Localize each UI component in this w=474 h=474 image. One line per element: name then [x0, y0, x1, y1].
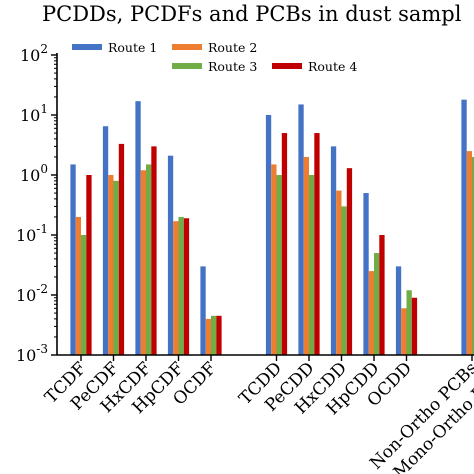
y-tick-label: 101	[20, 102, 48, 125]
bar-hxcdd-series-2	[336, 190, 342, 355]
legend-label: Route 1	[108, 40, 157, 55]
bar-tcdd-series-4	[281, 133, 288, 355]
bar-hxcdf-series-3	[146, 164, 152, 355]
legend-label: Route 4	[308, 59, 357, 74]
y-tick-label: 10-2	[16, 282, 48, 305]
legend-swatch	[172, 44, 202, 50]
bar-hpcdd-series-2	[368, 271, 374, 355]
legend-swatch	[72, 44, 102, 50]
y-tick-label: 100	[20, 162, 48, 185]
bar-ocdd-series-3	[406, 290, 412, 355]
bar-pecdf-series-1	[102, 126, 109, 355]
bar-tcdd-series-2	[271, 164, 277, 355]
bar-hxcdd-series-3	[341, 206, 347, 355]
legend-swatch	[172, 63, 202, 69]
legend-label: Route 2	[208, 40, 257, 55]
bar-tcdf-series-3	[81, 235, 87, 355]
chart-title: PCDDs, PCDFs and PCBs in dust sampl	[42, 2, 462, 26]
bar-non-ortho-pcbs-series-3	[472, 156, 474, 355]
bar-tcdd-series-1	[265, 115, 272, 355]
bar-hpcdf-series-1	[167, 155, 174, 355]
bar-hxcdf-series-1	[135, 101, 141, 355]
bar-pecdd-series-2	[303, 156, 309, 355]
bar-ocdd-series-2	[401, 308, 407, 355]
bar-hxcdf-series-2	[140, 170, 146, 355]
bar-ocdd-series-1	[395, 266, 402, 355]
bar-tcdf-series-2	[75, 216, 81, 355]
bar-pecdf-series-3	[113, 180, 119, 355]
y-tick-label: 102	[20, 42, 48, 65]
bar-pecdf-series-2	[108, 175, 114, 355]
legend: Route 1 Route 2 Route 3 Route 4	[72, 40, 357, 74]
bar-hpcdd-series-1	[363, 193, 369, 355]
bar-ocdf-series-2	[205, 318, 211, 355]
bar-non-ortho-pcbs-series-1	[461, 99, 467, 356]
bar-hpcdf-series-3	[178, 216, 184, 355]
bar-hpcdd-series-4	[379, 235, 385, 355]
y-tick-label: 10-1	[16, 222, 48, 245]
bar-ocdf-series-4	[216, 315, 222, 355]
y-tick-label: 10-3	[16, 342, 48, 365]
bar-hxcdf-series-4	[151, 146, 157, 355]
bar-pecdd-series-4	[314, 133, 320, 355]
bar-ocdd-series-4	[411, 297, 418, 355]
bar-tcdf-series-4	[86, 175, 92, 355]
bar-hxcdd-series-4	[346, 168, 353, 355]
legend-swatch	[272, 63, 302, 69]
bar-hpcdf-series-2	[173, 221, 179, 355]
bar-non-ortho-pcbs-series-2	[466, 151, 472, 355]
bar-tcdf-series-1	[70, 164, 76, 355]
bar-hpcdf-series-4	[183, 218, 190, 355]
bar-pecdf-series-4	[118, 143, 125, 355]
bar-ocdf-series-1	[200, 266, 206, 355]
bar-tcdd-series-3	[276, 175, 282, 355]
bar-pecdd-series-1	[298, 104, 304, 356]
legend-label: Route 3	[208, 59, 257, 74]
bar-ocdf-series-3	[211, 315, 217, 355]
bar-hxcdd-series-1	[330, 146, 337, 355]
bar-pecdd-series-3	[309, 175, 315, 355]
bar-hpcdd-series-3	[374, 253, 380, 355]
bars	[70, 99, 474, 356]
